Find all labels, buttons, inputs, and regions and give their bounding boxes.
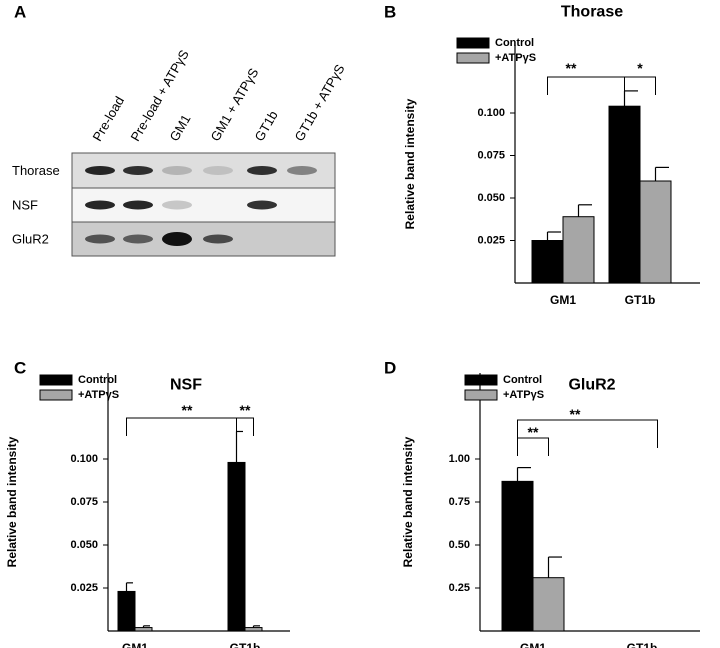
band: [247, 200, 277, 210]
legend-label: Control: [495, 37, 534, 49]
bar: [227, 461, 246, 632]
significance-bracket: [236, 417, 254, 436]
y-tick-label: 0.50: [449, 539, 470, 551]
band: [123, 166, 153, 175]
row-label: Thorase: [12, 163, 60, 178]
band: [247, 166, 277, 175]
x-tick-label: GT1b: [627, 641, 658, 648]
legend-swatch: [456, 52, 490, 64]
band: [123, 234, 153, 244]
band: [123, 200, 153, 210]
blot-row: [71, 187, 336, 223]
x-tick-label: GT1b: [625, 293, 656, 307]
legend-label: Control: [78, 374, 117, 386]
band: [85, 234, 115, 244]
bar: [531, 240, 564, 284]
y-tick-label: 0.025: [477, 235, 505, 247]
x-tick-label: GM1: [550, 293, 576, 307]
x-tick-label: GM1: [122, 641, 148, 648]
y-tick-label: 0.25: [449, 582, 470, 594]
lane-label: Pre-load: [90, 94, 128, 144]
bar: [608, 105, 641, 284]
y-tick-label: 1.00: [449, 453, 470, 465]
significance-label: *: [637, 60, 643, 76]
significance-bracket: [547, 76, 656, 95]
error-bar: [252, 625, 260, 628]
error-bar: [235, 430, 243, 463]
bar: [117, 590, 136, 632]
chart-title: Thorase: [561, 4, 623, 21]
bar: [501, 480, 534, 632]
bar: [244, 627, 263, 632]
error-bar: [516, 467, 531, 482]
row-label: GluR2: [12, 232, 49, 247]
row-label: NSF: [12, 198, 38, 213]
legend-label: +ATPγS: [495, 52, 536, 64]
bar: [134, 627, 153, 632]
y-tick-label: 0.075: [477, 150, 505, 162]
significance-label: **: [528, 424, 539, 440]
significance-label: **: [182, 402, 193, 418]
lane-label: GM1: [167, 112, 194, 144]
significance-label: **: [570, 406, 581, 422]
band: [287, 166, 317, 175]
band: [85, 200, 115, 210]
chart-title: NSF: [170, 377, 202, 394]
legend-swatch: [464, 389, 498, 401]
x-tick-label: GT1b: [230, 641, 261, 648]
panel-label: A: [14, 3, 26, 22]
error-bar: [142, 625, 150, 628]
significance-bracket: [624, 76, 656, 93]
y-tick-label: 0.025: [70, 582, 98, 594]
significance-label: **: [566, 60, 577, 76]
y-tick-label: 0.075: [70, 496, 98, 508]
band: [203, 234, 233, 244]
band: [162, 166, 192, 175]
panel-label: C: [14, 359, 26, 378]
legend-swatch: [456, 37, 490, 49]
band: [203, 166, 233, 175]
y-tick-label: 0.100: [477, 107, 505, 119]
lane-label: GT1b: [252, 108, 281, 144]
legend-label: +ATPγS: [503, 389, 544, 401]
y-tick-label: 0.100: [70, 453, 98, 465]
lane-label: GT1b + ATPγS: [292, 61, 348, 143]
error-bar: [546, 231, 561, 241]
x-tick-label: GM1: [520, 641, 546, 648]
significance-bracket: [517, 419, 658, 448]
error-bar: [125, 582, 133, 592]
significance-bracket: [126, 417, 254, 436]
legend-swatch: [39, 389, 73, 401]
band: [85, 166, 115, 175]
bar: [639, 180, 672, 284]
y-tick-label: 0.050: [70, 539, 98, 551]
y-axis-label: Relative band intensity: [401, 436, 415, 567]
bar: [562, 216, 595, 284]
significance-label: **: [240, 402, 251, 418]
significance-bracket: [517, 437, 549, 456]
legend-swatch: [464, 374, 498, 386]
panel-label: D: [384, 359, 396, 378]
y-tick-label: 0.050: [477, 192, 505, 204]
legend-label: +ATPγS: [78, 389, 119, 401]
band: [162, 200, 192, 210]
legend-label: Control: [503, 374, 542, 386]
chart-title: GluR2: [568, 377, 615, 394]
error-bar: [577, 204, 592, 217]
error-bar: [654, 166, 669, 181]
y-axis-label: Relative band intensity: [403, 98, 417, 229]
bar: [532, 577, 565, 632]
error-bar: [547, 556, 562, 578]
y-tick-label: 0.75: [449, 496, 470, 508]
y-axis-label: Relative band intensity: [5, 436, 19, 567]
panel-label: B: [384, 3, 396, 22]
error-bar: [623, 90, 638, 107]
legend-swatch: [39, 374, 73, 386]
band: [162, 232, 192, 246]
